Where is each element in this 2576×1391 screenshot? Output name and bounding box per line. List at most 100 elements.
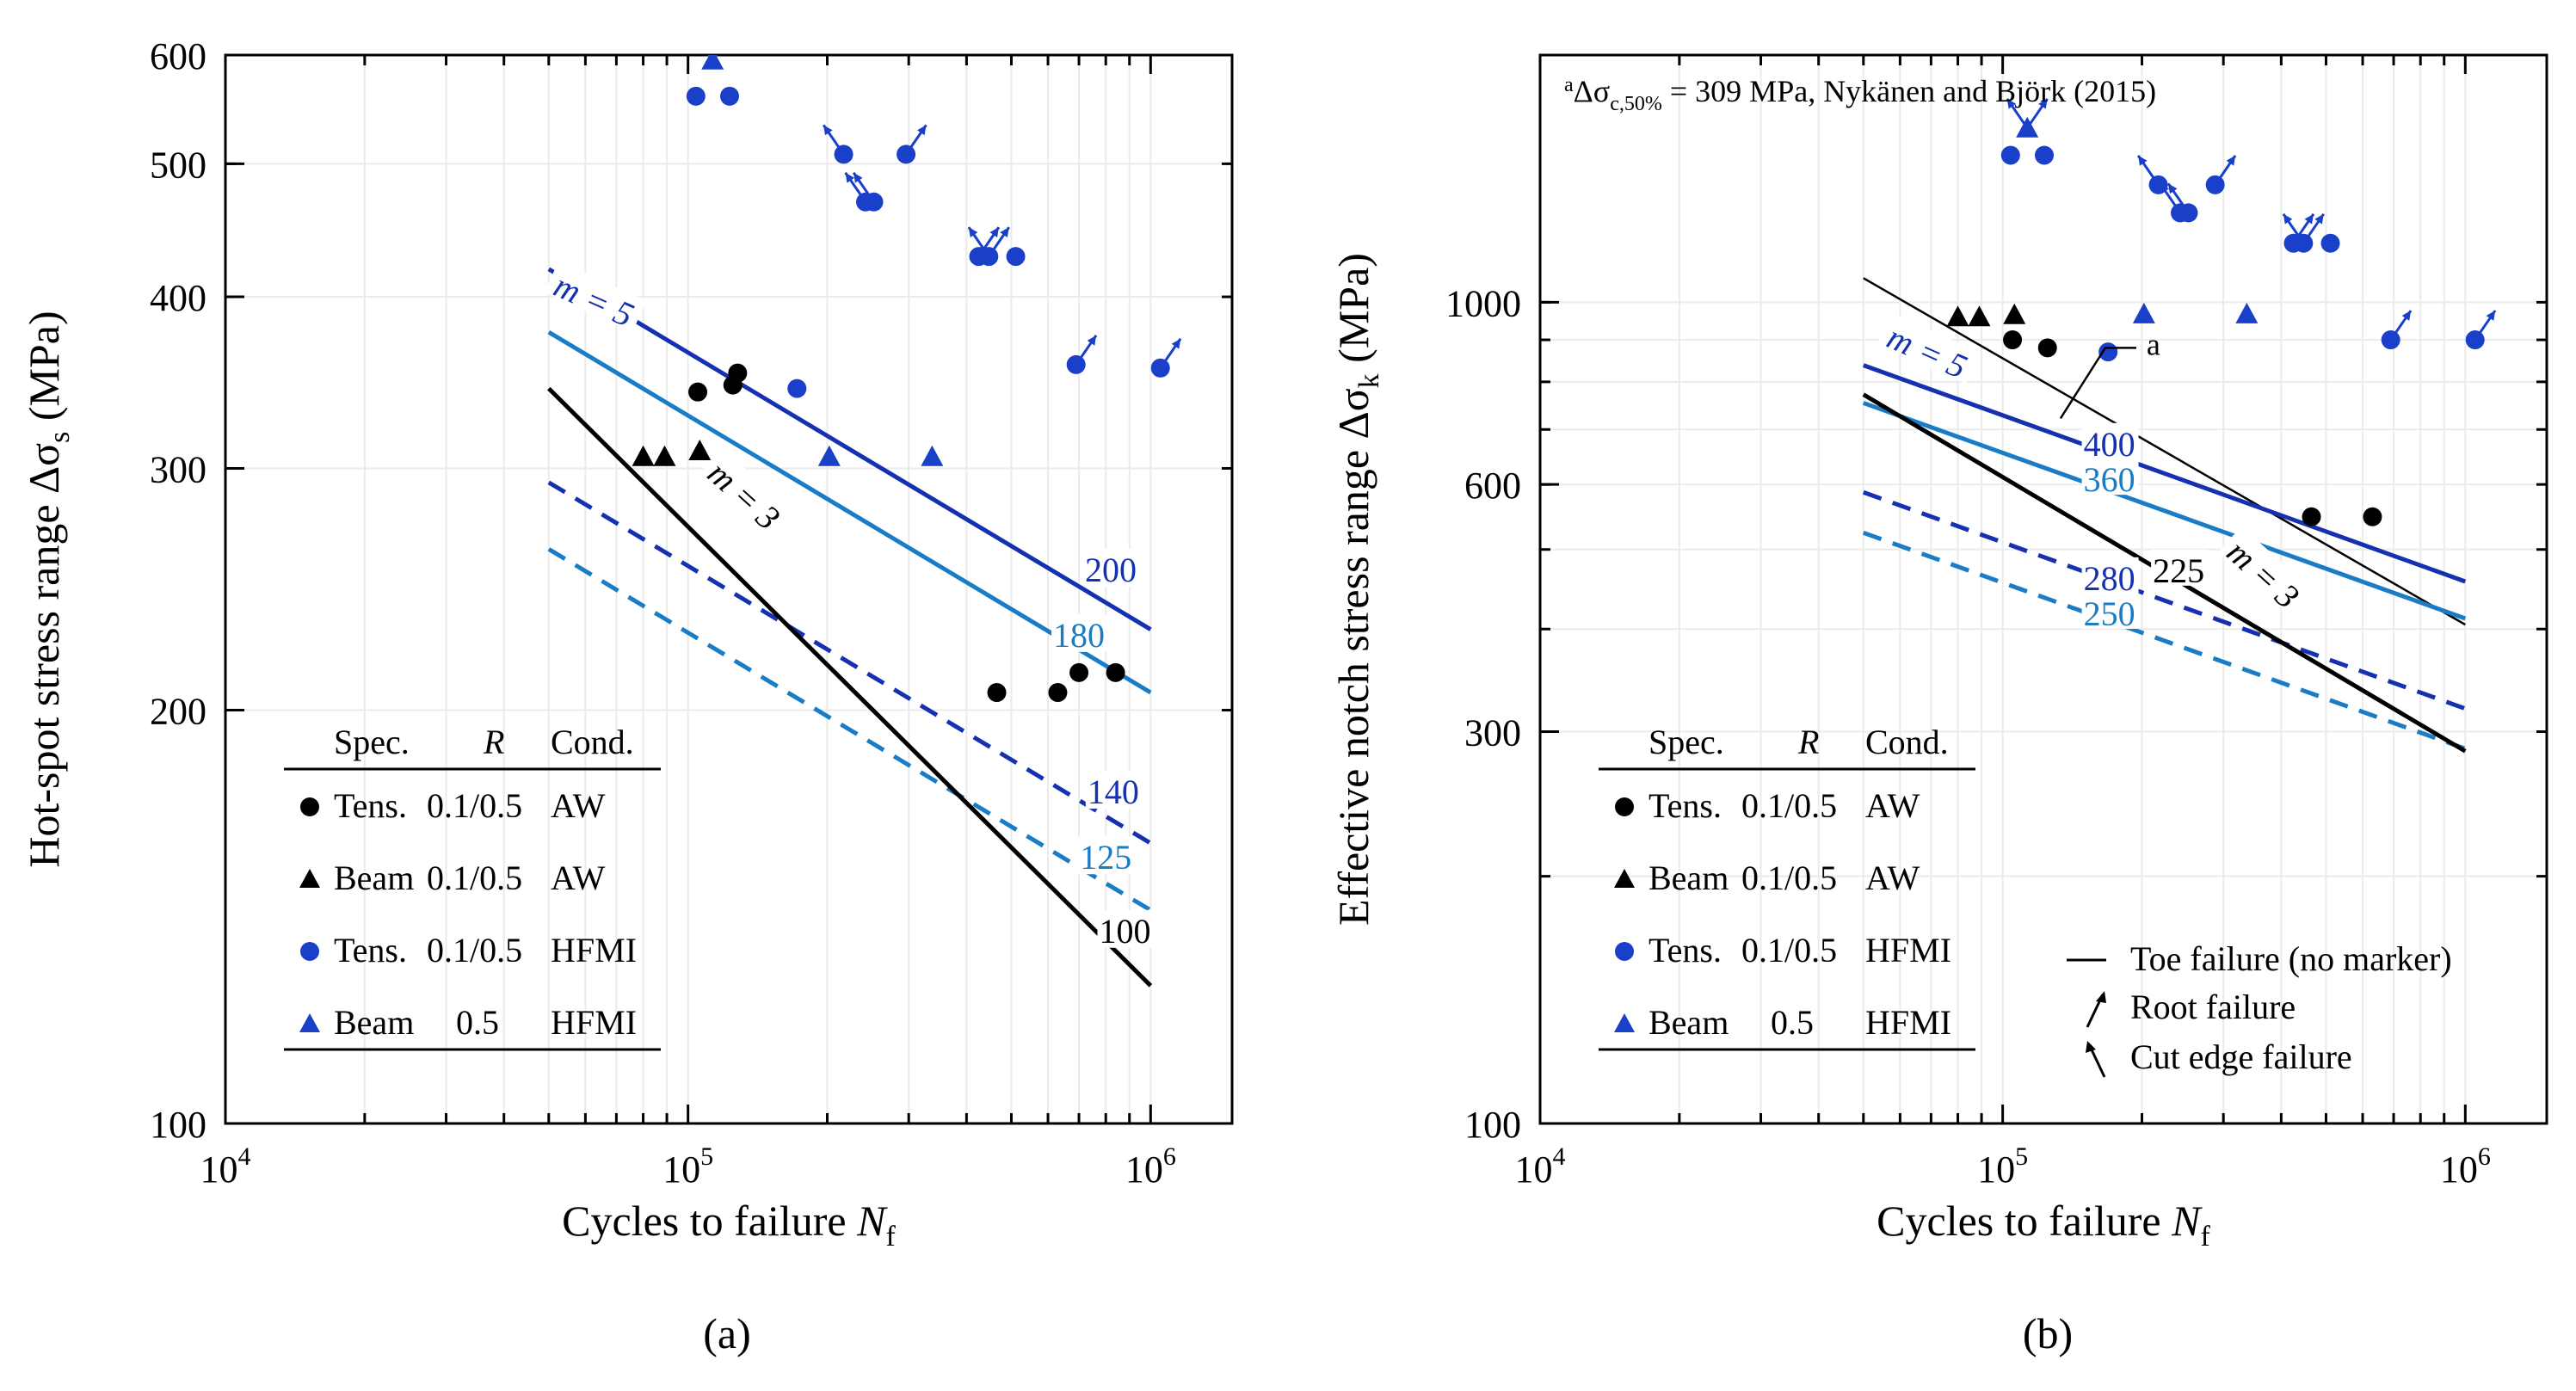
fat-label: 180 — [1053, 616, 1105, 655]
legend-header-cond: Cond. — [1865, 723, 1949, 761]
data-point-circle — [2000, 145, 2020, 165]
slope-label-bg — [544, 261, 647, 332]
x-axis-label: Cycles to failure Nf — [1877, 1197, 2210, 1253]
failure-arrow-head — [2138, 155, 2148, 166]
legend-spec: Tens. — [1649, 786, 1722, 825]
data-point-circle — [1106, 662, 1125, 682]
plot-frame — [224, 53, 1234, 1125]
legend-r: 0.1/0.5 — [1741, 931, 1837, 969]
fat-label: 125 — [1080, 838, 1131, 877]
y-tick-label: 400 — [150, 277, 206, 319]
legend-spec: Tens. — [1649, 931, 1722, 969]
legend-spec: Tens. — [334, 931, 407, 969]
fat-label-bg — [1097, 909, 1155, 948]
legend-marker-circle — [1615, 797, 1634, 816]
x-axis-label-main: Cycles to failure — [562, 1197, 857, 1245]
fat-label: 140 — [1088, 772, 1139, 811]
data-point-triangle — [2235, 302, 2259, 323]
x-tick-label: 106 — [2440, 1142, 2491, 1191]
failure-arrow-head — [2486, 311, 2496, 321]
x-tick-base: 10 — [2440, 1148, 2478, 1191]
data-point-circle — [1006, 247, 1026, 267]
failure-arrow-head — [1087, 335, 1097, 346]
legend-cond: AW — [551, 786, 606, 825]
failure-arrow-head — [917, 125, 927, 136]
data-point-triangle — [632, 445, 655, 466]
y-tick-label: 600 — [150, 35, 206, 77]
annotation-main: Δσ — [1574, 74, 1611, 108]
legend-toe-failure: Toe failure (no marker) — [2130, 939, 2452, 978]
x-tick-exp: 5 — [2015, 1142, 2028, 1171]
data-point-circle — [1048, 683, 1068, 703]
failure-arrow — [711, 55, 718, 61]
data-point-triangle — [653, 445, 676, 466]
legend-marker-circle — [1615, 942, 1634, 961]
y-axis-label-sub: s — [44, 432, 76, 443]
x-tick-label: 105 — [662, 1142, 713, 1191]
fat-label-bg — [1085, 771, 1143, 809]
data-point-circle — [2320, 233, 2340, 253]
failure-arrow-head — [968, 227, 978, 238]
fat-label: 100 — [1099, 912, 1150, 951]
annotation-sup: a — [1564, 74, 1574, 96]
slope-label-bg — [2218, 526, 2314, 617]
failure-arrow-head — [2038, 98, 2048, 109]
legend-r: 0.1/0.5 — [1741, 859, 1837, 897]
legend: Spec. R Cond. Tens. 0.1/0.5 AW Beam 0.1/0.5 AW Te… — [284, 723, 661, 1051]
legend-marker-triangle — [1614, 869, 1635, 888]
legend-header-r: R — [483, 723, 504, 761]
x-tick-label: 106 — [1125, 1142, 1176, 1191]
failure-arrow-head — [724, 31, 732, 41]
x-tick-exp: 4 — [1553, 1142, 1566, 1171]
slope-label-bg — [1877, 312, 1980, 384]
legend-r: 0.5 — [456, 1003, 499, 1042]
failure-arrow-head — [845, 172, 855, 183]
legend-header-r: R — [1797, 723, 1819, 761]
data-point-circle — [2363, 507, 2382, 526]
x-tick-label: 104 — [200, 1142, 251, 1191]
x-axis-label-sub: f — [885, 1221, 896, 1253]
failure-arrow — [707, 55, 714, 61]
grid — [225, 55, 1232, 1123]
x-tick-label: 105 — [1977, 1142, 2028, 1191]
data-point-triangle — [1946, 305, 1969, 327]
y-axis-label: Effective notch stress range Δσk (MPa) — [1329, 253, 1385, 926]
legend-marker-circle — [300, 797, 319, 816]
fat-label: 225 — [2153, 551, 2204, 590]
fat-label-bg — [2151, 549, 2209, 586]
data-point-circle — [1069, 662, 1089, 682]
y-axis-label-unit: (MPa) — [1329, 253, 1377, 373]
x-axis-label: Cycles to failure Nf — [562, 1197, 896, 1253]
fat-line — [547, 267, 1152, 631]
data-point-triangle — [921, 445, 944, 466]
data-point-triangle — [688, 439, 712, 460]
data-point-circle — [2302, 507, 2321, 526]
plot-area — [547, 31, 1182, 988]
legend-marker-circle — [300, 942, 319, 961]
legend-cond: AW — [1865, 786, 1920, 825]
fat-line — [547, 547, 1152, 913]
failure-arrow-head — [2168, 183, 2178, 194]
y-tick-label: 500 — [150, 144, 206, 186]
failure-arrow-head — [1000, 227, 1009, 238]
y-tick-label: 100 — [1464, 1104, 1521, 1146]
fat-label: 280 — [2084, 559, 2135, 598]
slope-label-bg — [699, 447, 794, 538]
legend-r: 0.1/0.5 — [427, 786, 522, 825]
fat-line — [1862, 363, 2467, 584]
x-tick-exp: 4 — [238, 1142, 251, 1171]
legend-cond: HFMI — [551, 931, 637, 969]
fat-line — [1862, 401, 2467, 621]
fat-label-bg — [2081, 422, 2139, 459]
fat-label-bg — [1051, 613, 1109, 652]
legend-cond: HFMI — [1865, 931, 1951, 969]
panel-caption: (b) — [2023, 1309, 2073, 1357]
legend-cond: AW — [1865, 859, 1920, 897]
x-axis-label-sub: f — [2200, 1221, 2210, 1253]
x-tick-base: 10 — [662, 1148, 700, 1191]
grid — [1540, 55, 2547, 1123]
x-tick-base: 10 — [1977, 1148, 2015, 1191]
data-point-triangle — [2003, 303, 2026, 324]
legend-r: 0.1/0.5 — [427, 859, 522, 897]
data-point-triangle — [1968, 305, 1991, 327]
